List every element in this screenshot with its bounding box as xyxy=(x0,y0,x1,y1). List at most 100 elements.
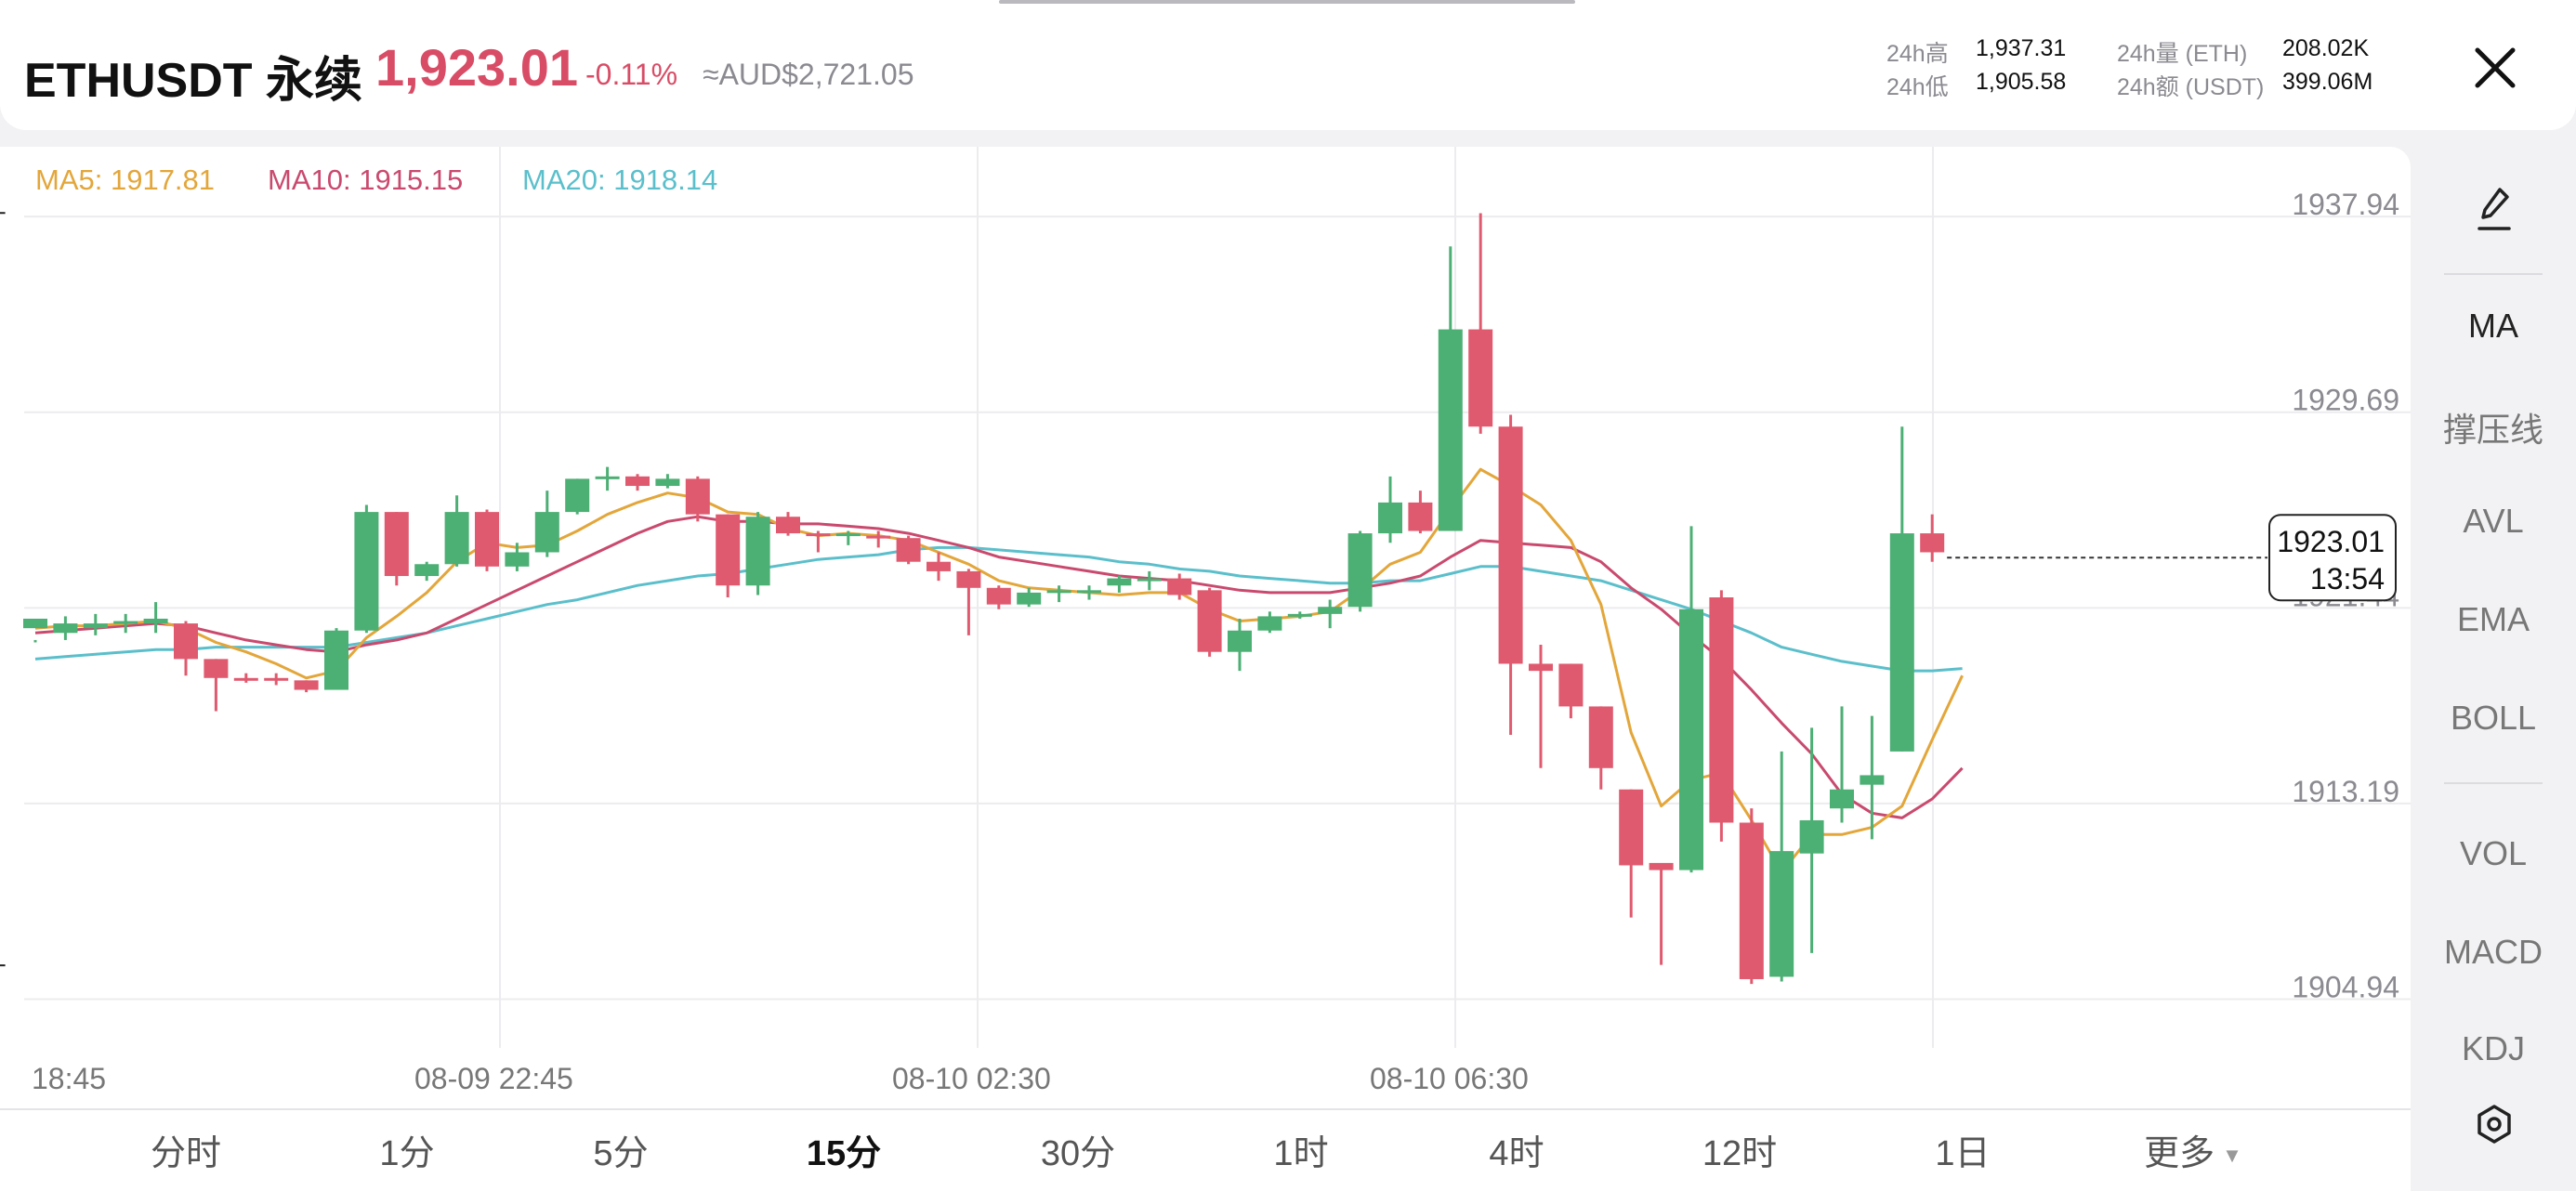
candle xyxy=(1709,590,1734,842)
candle-body xyxy=(1889,533,1914,752)
sidebar-divider xyxy=(2444,782,2543,784)
candle-body xyxy=(716,514,741,586)
indicator-vol[interactable]: VOL xyxy=(2459,834,2528,872)
candle xyxy=(354,504,379,634)
candle-body xyxy=(1619,789,1644,866)
tab-5m[interactable]: 5分 xyxy=(593,1134,649,1173)
candle-body xyxy=(1588,706,1613,768)
tab-more[interactable]: 更多 ▼ xyxy=(2144,1124,2242,1175)
indicator-kdj[interactable]: KDJ xyxy=(2461,1029,2525,1067)
header-bar xyxy=(0,0,2576,130)
candle-body xyxy=(1498,426,1523,664)
candle xyxy=(956,569,981,635)
candle xyxy=(1830,706,1854,823)
candle xyxy=(1558,663,1584,719)
indicator-avl[interactable]: AVL xyxy=(2463,502,2524,540)
candle xyxy=(986,585,1011,609)
indicator-ema[interactable]: EMA xyxy=(2456,600,2530,638)
candle-body xyxy=(143,618,168,624)
tab-15m[interactable]: 15分 xyxy=(806,1134,882,1173)
indicator-boll[interactable]: BOLL xyxy=(2450,699,2537,737)
caret-down-icon: ▼ xyxy=(2222,1143,2242,1167)
candle xyxy=(113,613,138,634)
candle-body xyxy=(1920,533,1945,553)
candle-body xyxy=(324,630,348,690)
indicator-macd[interactable]: MACD xyxy=(2444,933,2543,971)
candle-body xyxy=(384,512,409,577)
indicator-ma[interactable]: MA xyxy=(2468,307,2518,345)
tab-1d[interactable]: 1日 xyxy=(1935,1134,1991,1173)
stat-24h-volume-eth: 24h量 (ETH) 208.02K xyxy=(2117,35,2369,69)
candle-body xyxy=(1318,607,1343,614)
candle-body xyxy=(534,512,559,553)
tab-4h[interactable]: 4时 xyxy=(1489,1134,1544,1173)
stat-label: 24h量 (ETH) xyxy=(2117,41,2248,67)
tab-30m[interactable]: 30分 xyxy=(1040,1134,1116,1173)
aud-price: ≈AUD$2,721.05 xyxy=(703,58,914,91)
candle xyxy=(565,478,590,515)
candle xyxy=(1529,645,1553,768)
candle-body xyxy=(264,677,289,681)
candle xyxy=(1438,246,1463,531)
y-tick-label: 1937.94 xyxy=(2292,188,2399,221)
tab-12h[interactable]: 12时 xyxy=(1702,1134,1778,1173)
candle-body xyxy=(1529,663,1553,672)
candle-body xyxy=(835,533,861,537)
tab-fenshi[interactable]: 分时 xyxy=(150,1134,222,1173)
candle-body xyxy=(505,552,530,567)
candle xyxy=(1408,491,1433,534)
candle xyxy=(1347,530,1373,612)
tab-1m[interactable]: 1分 xyxy=(379,1134,435,1173)
candle-body xyxy=(294,680,319,690)
candle xyxy=(174,621,198,676)
candle-body xyxy=(866,535,891,539)
candle-body xyxy=(174,623,198,660)
candle xyxy=(414,561,440,582)
tab-1h[interactable]: 1时 xyxy=(1273,1134,1329,1173)
candle-body xyxy=(414,564,440,577)
ma5-line xyxy=(34,467,1964,874)
y-tick-label: 1913.19 xyxy=(2292,775,2399,808)
candle-body xyxy=(1468,329,1493,427)
candle-body xyxy=(1287,613,1312,617)
ma20-legend: MA20: 1918.14 xyxy=(522,164,717,197)
tab-more-label: 更多 xyxy=(2144,1134,2215,1173)
candle xyxy=(384,512,409,586)
close-icon[interactable] xyxy=(2464,37,2526,98)
pencil-icon[interactable] xyxy=(2477,186,2511,234)
ma5-legend-text: MA5: 1917.81 xyxy=(35,164,216,196)
x-axis-labels: 18:45 08-09 22:45 08-10 02:30 08-10 06:30 xyxy=(32,1062,1529,1095)
candle-body xyxy=(1860,775,1885,785)
candle xyxy=(685,476,710,522)
candle-body xyxy=(685,478,710,515)
candle-body xyxy=(1769,851,1794,977)
candle-body xyxy=(806,533,831,537)
candle xyxy=(83,613,108,635)
candle xyxy=(655,474,680,489)
settings-icon[interactable] xyxy=(2474,1104,2515,1145)
indicator-sidebar xyxy=(2411,147,2576,1189)
candle-body xyxy=(113,621,138,624)
candle-body xyxy=(1649,862,1674,870)
candle xyxy=(806,530,831,553)
candle xyxy=(1228,618,1252,672)
candle-body xyxy=(1077,590,1101,594)
ma10-legend-text: MA10: 1915.15 xyxy=(268,164,464,196)
candle xyxy=(1378,476,1402,543)
candle-body xyxy=(354,512,379,631)
x-tick-label: 08-10 06:30 xyxy=(1370,1062,1529,1095)
candle-body xyxy=(1558,663,1584,707)
candle xyxy=(745,512,770,596)
candle-body xyxy=(655,478,680,487)
candle-body xyxy=(1257,616,1282,631)
stat-value: 1,937.31 xyxy=(1976,35,2067,61)
candle-body xyxy=(53,623,78,634)
stat-value: 208.02K xyxy=(2282,35,2370,61)
candle xyxy=(1619,789,1644,918)
indicator-support-resistance[interactable]: 撑压线 xyxy=(2442,411,2543,449)
candle-body xyxy=(986,587,1011,605)
candle xyxy=(324,628,348,690)
stat-label: 24h低 xyxy=(1886,74,1949,100)
drag-handle[interactable] xyxy=(999,0,1575,4)
